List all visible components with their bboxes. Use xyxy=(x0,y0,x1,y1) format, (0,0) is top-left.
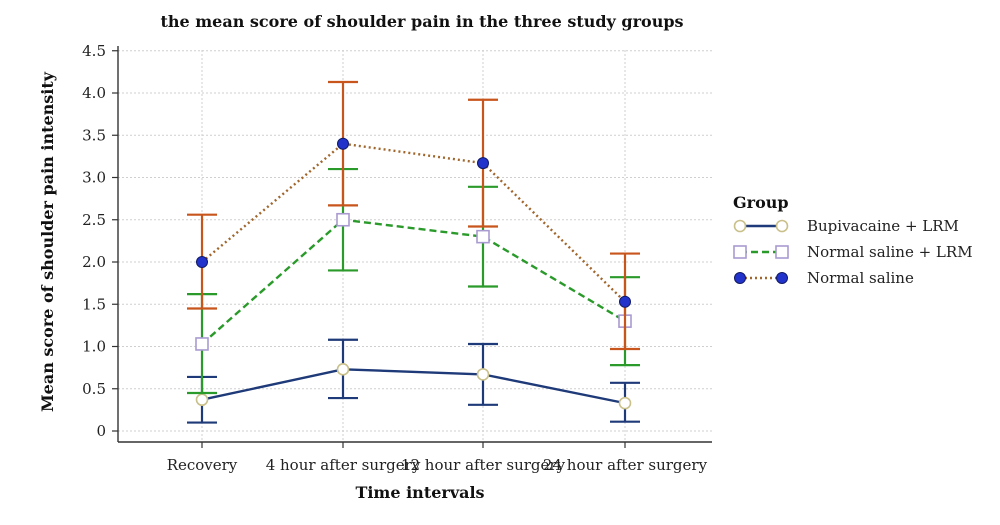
y-tick-label: 4.0 xyxy=(82,84,106,102)
y-tick-label: 2.0 xyxy=(82,253,106,271)
y-tick-label: 2.5 xyxy=(82,211,106,229)
series-1 xyxy=(187,167,640,395)
x-tick-label: 12 hour after surgery xyxy=(401,456,566,474)
data-point xyxy=(337,137,349,150)
legend-items: Bupivacaine + LRM Normal saline + LRM Norm… xyxy=(733,217,973,287)
data-point xyxy=(618,396,632,410)
legend-label: Normal saline + LRM xyxy=(807,243,973,261)
x-tick-label: 24 hour after surgery xyxy=(543,456,708,474)
y-tick-label: 3.0 xyxy=(82,169,106,187)
x-tick-label: 4 hour after surgery xyxy=(266,456,421,474)
data-point xyxy=(195,337,209,351)
data-point xyxy=(619,295,631,308)
data-point xyxy=(195,393,209,407)
y-tick-label: 0.5 xyxy=(82,380,106,398)
y-axis-title: Mean score of shoulder pain intensity xyxy=(38,71,57,412)
data-point xyxy=(476,229,490,244)
y-tick-label: 3.5 xyxy=(82,126,106,144)
chart-title: the mean score of shoulder pain in the t… xyxy=(160,12,683,31)
legend-marker xyxy=(733,245,747,259)
series-line xyxy=(201,142,626,303)
legend-item: Normal saline + LRM xyxy=(733,243,973,261)
data-point xyxy=(476,368,490,381)
legend-title: Group xyxy=(733,193,789,212)
data-point xyxy=(336,212,350,227)
x-tick-label: Recovery xyxy=(167,456,238,474)
legend: Group Bupivacaine + LRM Normal saline + L… xyxy=(733,193,973,287)
y-tick-label: 0 xyxy=(96,422,106,440)
legend-marker xyxy=(734,272,746,284)
y-tick-label: 1.0 xyxy=(82,338,106,356)
legend-marker xyxy=(775,245,789,259)
y-tick-label: 1.5 xyxy=(82,295,106,313)
legend-item: Bupivacaine + LRM xyxy=(733,217,959,235)
series-line xyxy=(201,368,626,405)
series-2 xyxy=(187,80,640,351)
series-layer xyxy=(187,80,640,424)
data-point xyxy=(196,256,208,268)
legend-marker xyxy=(776,272,788,284)
legend-marker xyxy=(775,219,789,233)
legend-label: Bupivacaine + LRM xyxy=(807,217,959,235)
x-axis-title: Time intervals xyxy=(355,483,484,502)
legend-marker xyxy=(733,219,747,233)
data-point xyxy=(336,363,350,376)
legend-label: Normal saline xyxy=(807,269,914,287)
y-tick-label: 4.5 xyxy=(82,42,106,60)
series-0 xyxy=(187,338,640,424)
legend-item: Normal saline xyxy=(734,269,914,287)
data-point xyxy=(477,157,489,170)
axis-layer: 0 0.5 1.0 1.5 2.0 2.5 3.0 3.5 4.0 4.5 Recovery 4 ho… xyxy=(82,42,712,474)
series-line xyxy=(201,218,626,345)
